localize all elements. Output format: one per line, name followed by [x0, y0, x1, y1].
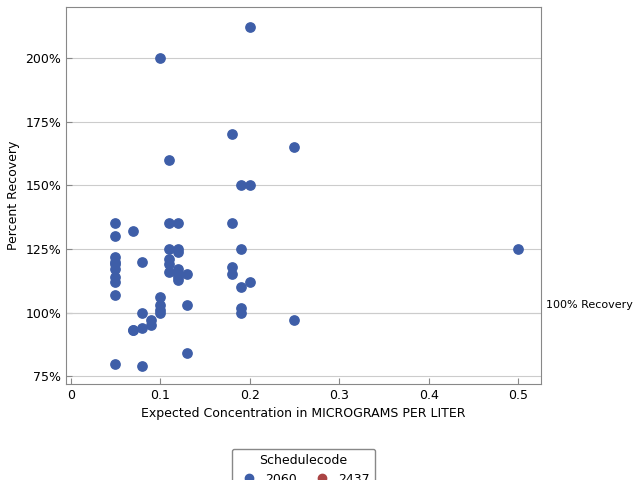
Point	[227, 271, 237, 278]
Point	[110, 220, 120, 228]
Point	[182, 349, 192, 357]
Point	[110, 253, 120, 261]
Point	[244, 278, 255, 286]
Point	[164, 156, 174, 164]
Point	[155, 54, 165, 62]
Point	[173, 273, 183, 281]
Point	[164, 261, 174, 268]
Point	[110, 291, 120, 299]
Point	[155, 306, 165, 314]
Point	[110, 258, 120, 265]
Legend: 2060, 2437: 2060, 2437	[232, 449, 375, 480]
Point	[227, 263, 237, 271]
Point	[173, 220, 183, 228]
X-axis label: Expected Concentration in MICROGRAMS PER LITER: Expected Concentration in MICROGRAMS PER…	[141, 408, 466, 420]
Point	[173, 248, 183, 255]
Point	[146, 316, 156, 324]
Point	[173, 276, 183, 283]
Point	[236, 181, 246, 189]
Point	[110, 265, 120, 273]
Point	[137, 362, 147, 370]
Point	[110, 278, 120, 286]
Point	[164, 255, 174, 263]
Point	[110, 273, 120, 281]
Point	[236, 283, 246, 291]
Point	[244, 181, 255, 189]
Point	[236, 309, 246, 316]
Point	[164, 245, 174, 253]
Point	[236, 245, 246, 253]
Point	[173, 265, 183, 273]
Point	[128, 327, 138, 335]
Point	[182, 271, 192, 278]
Point	[155, 294, 165, 301]
Point	[128, 327, 138, 335]
Point	[155, 301, 165, 309]
Point	[173, 271, 183, 278]
Point	[137, 324, 147, 332]
Point	[146, 322, 156, 329]
Point	[244, 24, 255, 31]
Point	[137, 258, 147, 265]
Point	[164, 268, 174, 276]
Point	[137, 309, 147, 316]
Point	[164, 220, 174, 228]
Point	[182, 301, 192, 309]
Point	[236, 304, 246, 312]
Point	[110, 261, 120, 268]
Point	[110, 360, 120, 368]
Point	[289, 143, 300, 151]
Point	[289, 316, 300, 324]
Y-axis label: Percent Recovery: Percent Recovery	[7, 141, 20, 250]
Point	[227, 131, 237, 138]
Point	[227, 220, 237, 228]
Point	[173, 245, 183, 253]
Point	[128, 228, 138, 235]
Text: 100% Recovery: 100% Recovery	[546, 300, 633, 310]
Point	[513, 245, 524, 253]
Point	[110, 232, 120, 240]
Point	[155, 309, 165, 316]
